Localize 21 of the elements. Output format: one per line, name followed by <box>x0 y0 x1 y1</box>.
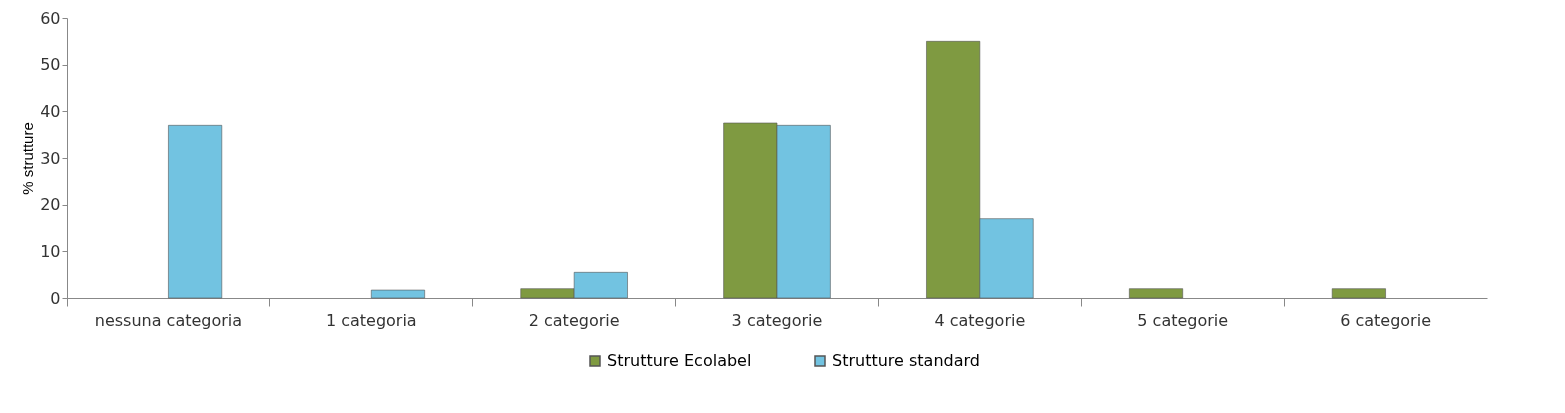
y-tick-label: 10 <box>40 241 61 261</box>
y-tick-label: 0 <box>50 288 61 308</box>
x-tick-label: 6 categorie <box>1340 310 1431 330</box>
bar <box>370 289 425 299</box>
y-tick-label: 50 <box>40 55 61 75</box>
legend-label: Strutture Ecolabel <box>607 351 752 370</box>
x-tick-label: nessuna categoria <box>94 310 243 330</box>
y-tick-label: 60 <box>40 8 61 28</box>
x-tick-label: 5 categorie <box>1137 310 1229 330</box>
bar <box>1129 288 1184 299</box>
x-tick-label: 4 categorie <box>934 310 1026 330</box>
x-tick-label: 2 categorie <box>528 310 620 330</box>
bar <box>168 125 223 299</box>
legend-label: Strutture standard <box>832 351 980 370</box>
y-tick-label: 40 <box>40 101 61 121</box>
x-tick-label: 3 categorie <box>731 310 823 330</box>
x-tick-label: 1 categoria <box>325 310 417 330</box>
y-axis-title: % strutture <box>19 122 37 195</box>
y-tick-label: 30 <box>40 148 61 168</box>
bar <box>1331 288 1386 299</box>
y-tick-label: 20 <box>40 195 61 215</box>
